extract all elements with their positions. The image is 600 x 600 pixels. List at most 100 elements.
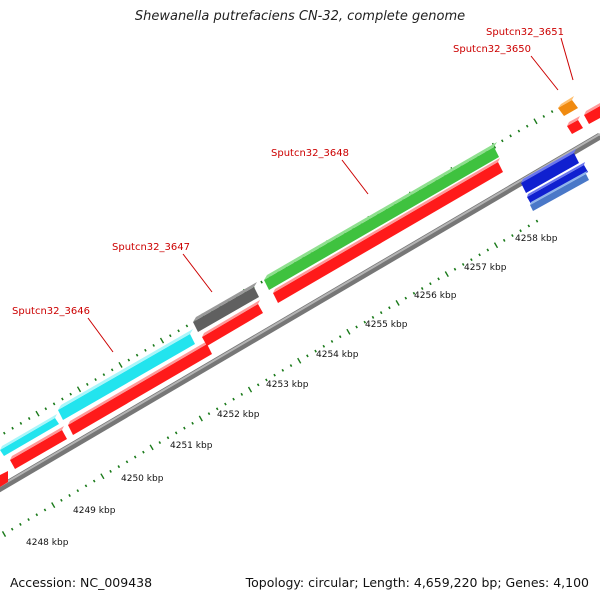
feature-green[interactable] <box>264 142 499 290</box>
tick-mark <box>453 267 457 271</box>
tick-mark <box>158 441 162 444</box>
tick-mark <box>429 282 432 286</box>
tick-mark <box>69 392 72 396</box>
feature-grey[interactable] <box>193 282 259 332</box>
tick-mark <box>388 306 391 310</box>
tick-mark <box>3 431 6 435</box>
feature-red-1[interactable] <box>0 471 8 487</box>
tick-mark <box>493 242 499 249</box>
tick-mark <box>502 238 506 242</box>
tick-mark <box>183 426 186 430</box>
tick-mark <box>61 397 64 401</box>
kbp-label: 4257 kbp <box>464 263 507 273</box>
gene-label-3651[interactable]: Sputcn32_3651 <box>486 27 564 38</box>
tick-mark <box>76 386 82 393</box>
tick-mark <box>338 335 342 339</box>
tick-mark <box>10 527 14 531</box>
tick-mark <box>118 361 123 368</box>
genome-summary-text: Topology: circular; Length: 4,659,220 bp… <box>245 575 589 590</box>
accession-text: Accession: NC_009438 <box>10 575 153 590</box>
feature-red-2[interactable] <box>10 426 67 469</box>
label-leaders <box>87 37 574 353</box>
tick-mark <box>355 325 358 329</box>
tick-mark <box>35 513 39 517</box>
feature-red-5[interactable] <box>273 158 503 303</box>
tick-mark <box>224 402 227 406</box>
tick-mark <box>535 219 539 223</box>
tick-mark <box>27 417 31 420</box>
tick-mark <box>207 412 211 416</box>
tick-mark <box>109 469 112 473</box>
tick-mark <box>125 460 129 464</box>
genome-backbone <box>0 132 600 493</box>
feature-blue-1[interactable] <box>521 149 579 193</box>
tick-mark <box>142 450 145 454</box>
feature-steel-blue[interactable] <box>530 171 589 211</box>
tick-mark <box>102 373 106 377</box>
tick-mark <box>174 431 178 435</box>
tick-mark <box>395 300 400 306</box>
feature-blue-2[interactable] <box>527 162 588 204</box>
tick-mark <box>404 296 408 300</box>
kbp-label: 4254 kbp <box>316 350 359 360</box>
kbp-label: 4248 kbp <box>26 538 69 548</box>
tick-mark <box>550 110 554 113</box>
tick-mark <box>85 382 89 386</box>
tick-mark <box>330 340 334 343</box>
tick-mark <box>177 329 180 333</box>
tick-mark <box>542 115 546 118</box>
tick-mark <box>379 311 383 315</box>
tick-mark <box>511 234 514 237</box>
tick-mark <box>306 354 309 358</box>
kbp-label: 4250 kbp <box>121 474 164 484</box>
feature-red-4[interactable] <box>202 300 263 346</box>
tick-mark <box>265 378 268 382</box>
tick-mark <box>215 407 219 411</box>
feature-red-6[interactable] <box>567 116 583 134</box>
gene-label-3646[interactable]: Sputcn32_3646 <box>12 306 90 317</box>
kbp-label: 4249 kbp <box>73 506 116 516</box>
tick-mark <box>100 473 105 480</box>
kbp-label: 4258 kbp <box>515 234 558 244</box>
tick-mark <box>127 358 131 362</box>
kbp-label: 4252 kbp <box>217 410 260 420</box>
tick-mark <box>486 248 490 252</box>
kbp-label: 4256 kbp <box>414 291 457 301</box>
gene-label-3650[interactable]: Sputcn32_3650 <box>453 44 531 55</box>
tick-mark <box>420 287 424 290</box>
tick-mark <box>152 344 155 347</box>
feature-cyan-1[interactable] <box>0 414 59 456</box>
tick-mark <box>240 392 244 396</box>
feature-cyan-2[interactable] <box>58 329 195 420</box>
feature-red-7[interactable] <box>584 103 600 124</box>
tick-mark <box>117 465 121 469</box>
tick-mark <box>297 357 302 364</box>
tick-mark <box>19 421 23 425</box>
tick-mark <box>346 328 351 335</box>
tick-mark <box>144 348 147 352</box>
tick-mark <box>322 344 326 348</box>
tick-mark <box>478 253 481 257</box>
tick-mark <box>198 415 203 422</box>
tick-mark <box>11 426 14 430</box>
tick-mark <box>289 364 293 367</box>
feature-red-3[interactable] <box>68 340 212 435</box>
tick-mark <box>363 320 367 324</box>
tick-mark <box>19 522 22 526</box>
tick-mark <box>412 291 416 295</box>
gene-label-3648[interactable]: Sputcn32_3648 <box>271 148 349 159</box>
tick-mark <box>76 489 80 493</box>
tick-mark <box>84 484 88 488</box>
tick-mark <box>35 410 40 417</box>
tick-mark <box>519 229 522 233</box>
gene-label-3647[interactable]: Sputcn32_3647 <box>112 242 190 253</box>
tick-mark <box>444 271 449 278</box>
tick-mark <box>461 263 465 266</box>
tick-mark <box>166 436 170 440</box>
tick-mark <box>135 353 139 357</box>
feature-orange[interactable] <box>558 96 578 116</box>
tick-mark <box>260 280 263 284</box>
tick-mark <box>232 397 235 401</box>
